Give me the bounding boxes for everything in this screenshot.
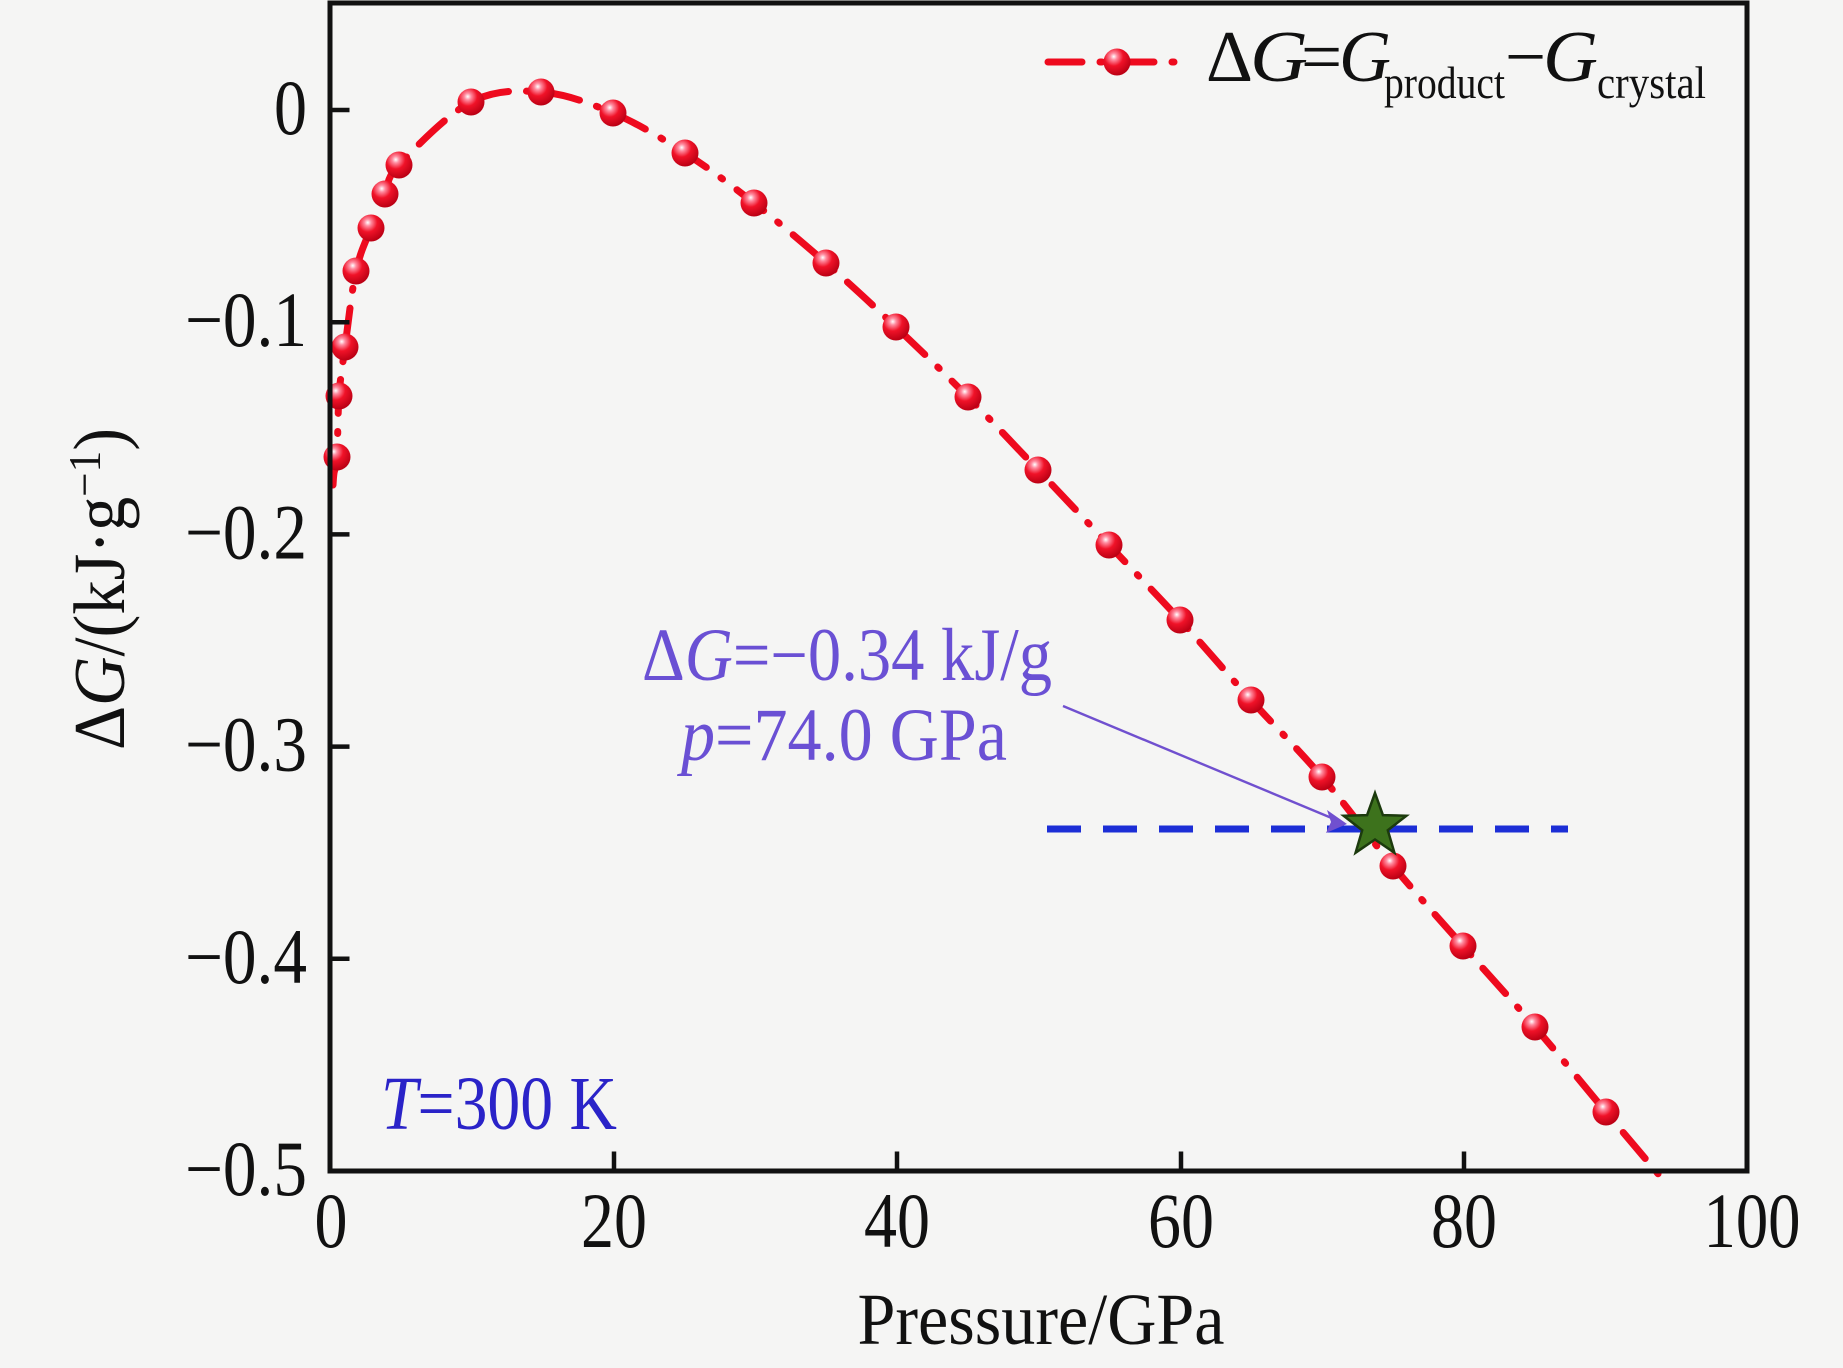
svg-text:100: 100 <box>1704 1177 1801 1264</box>
svg-text:0: 0 <box>315 1177 348 1264</box>
svg-text:80: 80 <box>1431 1177 1497 1264</box>
svg-text:0: 0 <box>274 64 307 151</box>
svg-text:−0.2: −0.2 <box>185 488 307 575</box>
svg-text:ΔG/(kJ·g−1): ΔG/(kJ·g−1) <box>59 428 140 750</box>
svg-text:ΔG=Gproduct−Gcrystal: ΔG=Gproduct−Gcrystal <box>1206 16 1706 108</box>
svg-text:−0.4: −0.4 <box>185 913 307 1000</box>
svg-text:20: 20 <box>581 1177 647 1264</box>
svg-text:ΔG=−0.34 kJ/g: ΔG=−0.34 kJ/g <box>642 614 1052 697</box>
svg-text:T=300 K: T=300 K <box>381 1062 617 1146</box>
svg-text:−0.5: −0.5 <box>185 1125 307 1212</box>
svg-text:40: 40 <box>864 1177 930 1264</box>
svg-text:60: 60 <box>1148 1177 1214 1264</box>
svg-text:−0.1: −0.1 <box>185 276 307 363</box>
svg-text:p=74.0 GPa: p=74.0 GPa <box>676 694 1007 777</box>
svg-text:−0.3: −0.3 <box>185 701 307 788</box>
svg-text:Pressure/GPa: Pressure/GPa <box>858 1279 1225 1360</box>
